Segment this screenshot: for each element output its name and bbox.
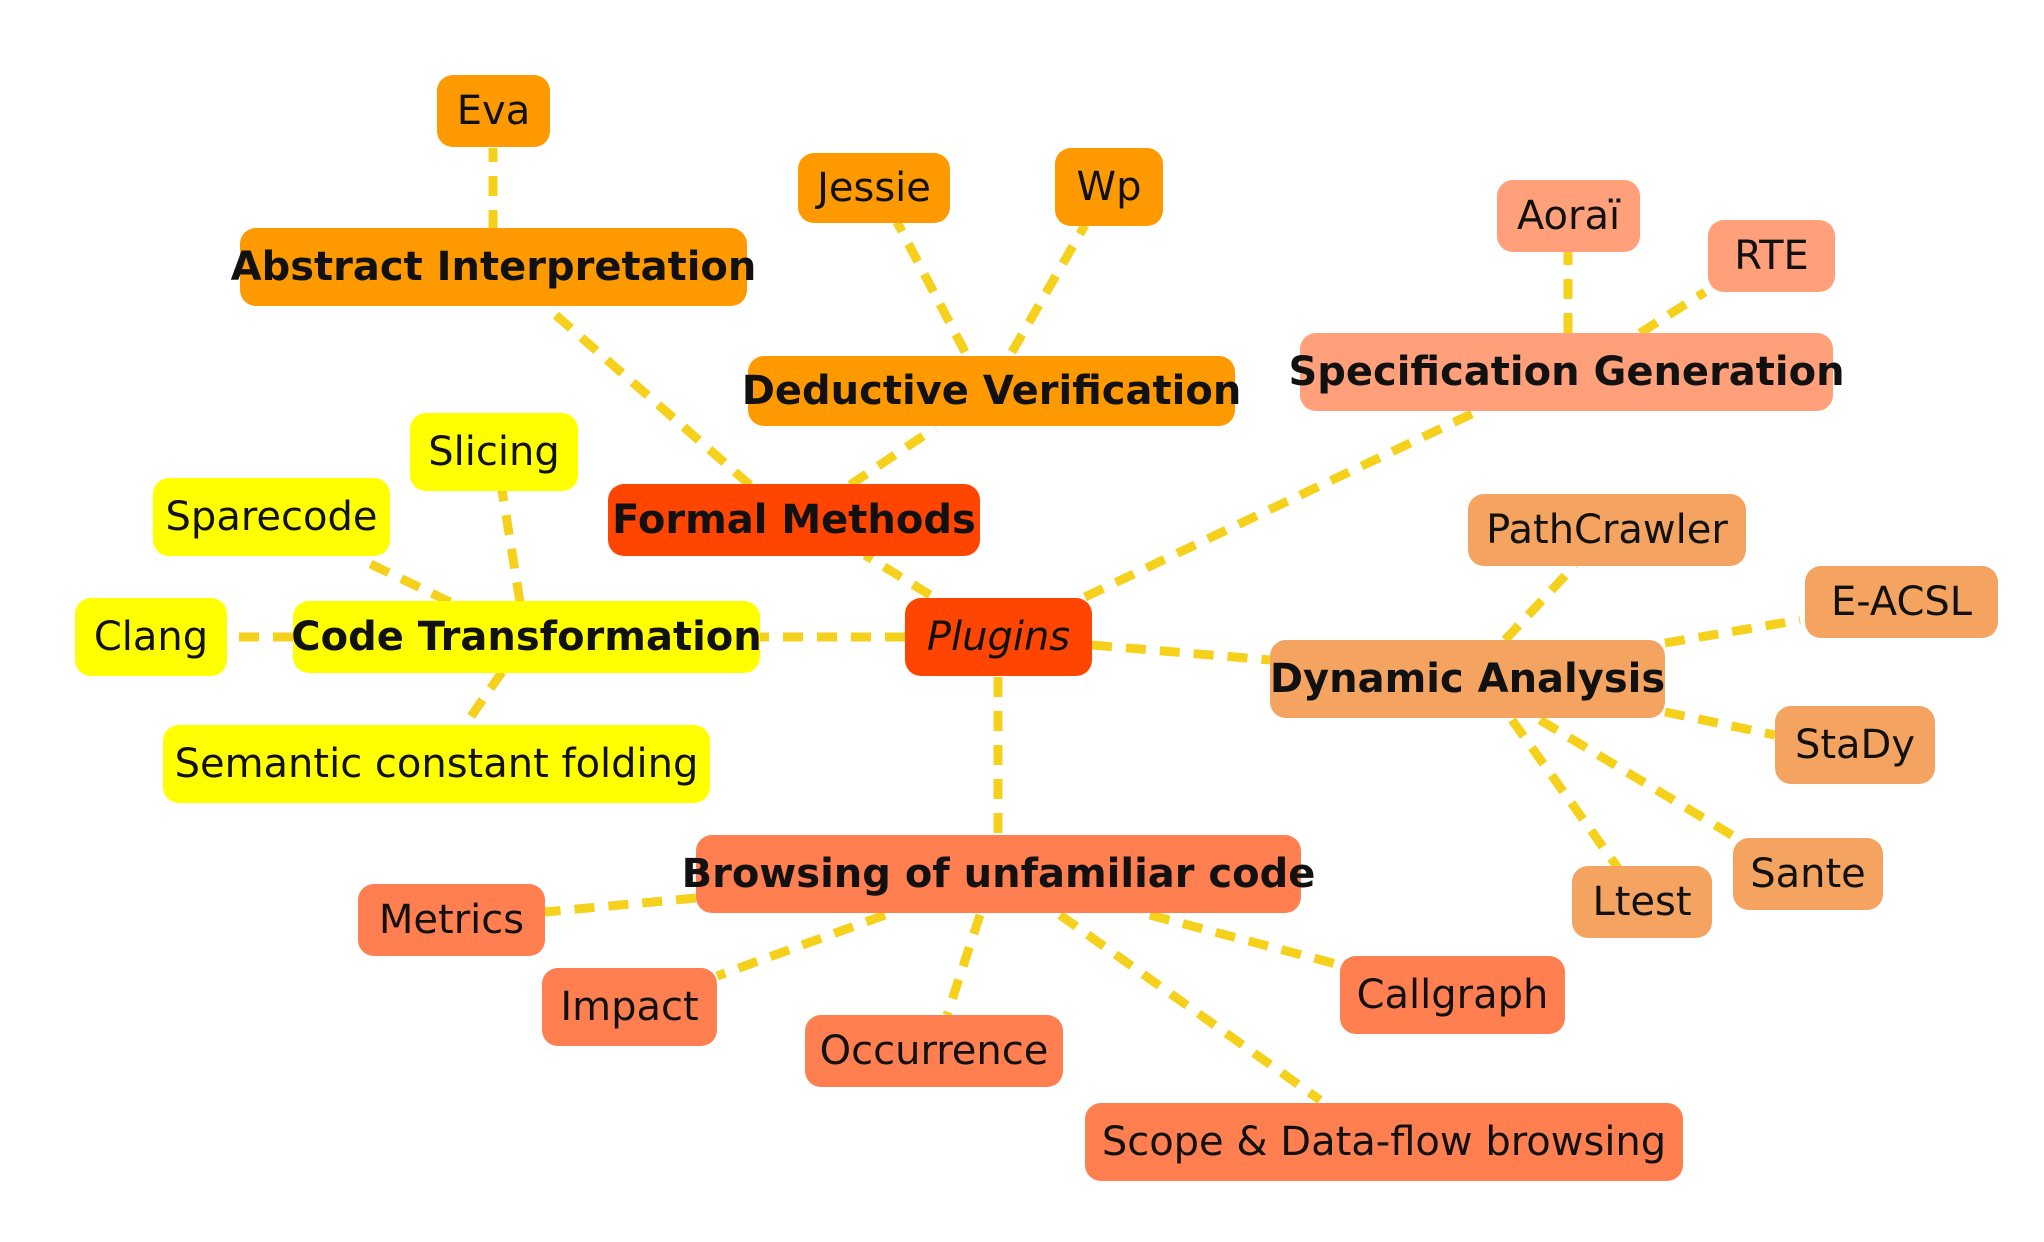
node-pathcrawler: PathCrawler (1468, 494, 1746, 566)
edge-browsing-callgraph (1148, 910, 1342, 970)
node-jessie: Jessie (798, 153, 950, 223)
edge-deductive-verification-jessie (893, 219, 969, 355)
node-callgraph: Callgraph (1340, 956, 1565, 1034)
node-aorai: Aoraï (1497, 180, 1640, 252)
node-wp: Wp (1055, 148, 1163, 226)
node-deductive-verification: Deductive Verification (742, 356, 1241, 426)
node-browsing-unfamiliar-code: Browsing of unfamiliar code (682, 835, 1315, 913)
node-scope-data-flow-browsing: Scope & Data-flow browsing (1085, 1103, 1683, 1181)
edge-browsing-metrics (544, 893, 697, 917)
edge-specification-generation-rte (1637, 288, 1708, 337)
root-node-plugins: Plugins (905, 598, 1092, 676)
node-stady: StaDy (1775, 706, 1935, 784)
edge-dynamic-analysis-pathcrawler (1501, 561, 1579, 644)
edge-formal-methods-deductive-verification (847, 424, 938, 489)
edge-formal-methods-abstract-interpretation (547, 306, 753, 489)
node-ltest: Ltest (1572, 866, 1712, 938)
node-e-acsl: E-ACSL (1805, 566, 1998, 638)
edge-root-dynamic-analysis (1091, 640, 1271, 665)
edge-dynamic-analysis-sante (1537, 716, 1748, 847)
edge-dynamic-analysis-e-acsl (1664, 615, 1801, 648)
edge-code-transformation-sparecode (356, 553, 452, 607)
node-impact: Impact (542, 968, 717, 1046)
edge-browsing-occurrence (942, 913, 985, 1017)
edge-browsing-scope-data-flow (1057, 911, 1323, 1104)
node-semantic-constant-folding: Semantic constant folding (163, 725, 710, 803)
node-occurrence: Occurrence (805, 1015, 1063, 1087)
node-metrics: Metrics (358, 884, 545, 956)
node-clang: Clang (75, 598, 227, 676)
node-dynamic-analysis: Dynamic Analysis (1270, 640, 1665, 718)
edge-root-formal-methods (862, 551, 933, 599)
node-slicing: Slicing (410, 413, 578, 491)
edge-deductive-verification-wp (1008, 222, 1089, 355)
edge-root-specification-generation (1083, 405, 1482, 602)
node-specification-generation: Specification Generation (1288, 333, 1845, 411)
edge-code-transformation-semantic-constant-folding (461, 669, 506, 728)
edge-browsing-impact (715, 910, 887, 981)
edge-dynamic-analysis-stady (1664, 707, 1776, 740)
edge-code-transformation-slicing (497, 489, 525, 603)
node-abstract-interpretation: Abstract Interpretation (231, 228, 756, 306)
node-rte: RTE (1708, 220, 1835, 292)
node-formal-methods: Formal Methods (608, 484, 980, 556)
node-sante: Sante (1733, 838, 1883, 910)
node-sparecode: Sparecode (153, 478, 390, 556)
edge-dynamic-analysis-ltest (1508, 717, 1622, 871)
node-code-transformation: Code Transformation (291, 601, 762, 673)
node-eva: Eva (437, 75, 550, 147)
